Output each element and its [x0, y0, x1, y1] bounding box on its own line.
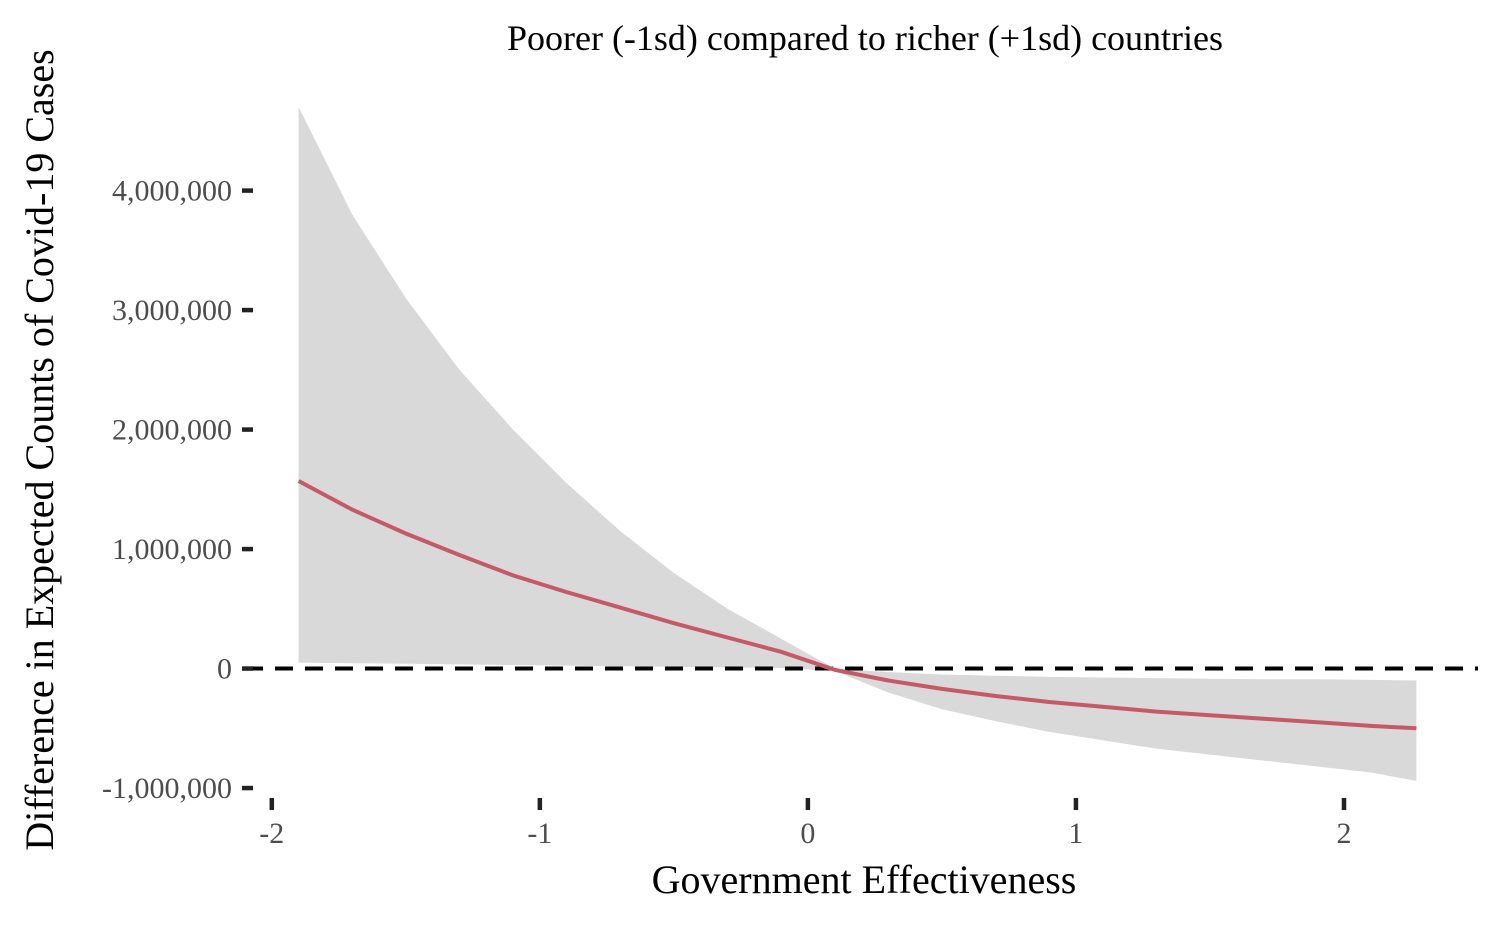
y-tick-label: 1,000,000	[112, 533, 232, 566]
x-tick-label: -2	[259, 817, 284, 850]
x-tick-label: 2	[1336, 817, 1351, 850]
x-tick-label: -1	[527, 817, 552, 850]
confidence-ribbon	[298, 106, 1417, 781]
y-axis-ticks: -1,000,000 0 1,000,000 2,000,000 3,000,000 4,…	[102, 175, 253, 805]
y-tick-label: 3,000,000	[112, 294, 232, 327]
x-axis-title: Government Effectiveness	[652, 857, 1077, 902]
chart-title: Poorer (-1sd) compared to richer (+1sd) …	[507, 18, 1223, 58]
y-tick-label: -1,000,000	[102, 772, 232, 805]
y-axis-title: Difference in Expected Counts of Covid-1…	[17, 49, 62, 850]
x-tick-label: 0	[800, 817, 815, 850]
x-tick-label: 1	[1068, 817, 1083, 850]
x-axis-ticks: -2 -1 0 1 2	[259, 798, 1351, 850]
y-tick-label: 2,000,000	[112, 414, 232, 447]
plot-area	[245, 106, 1478, 781]
y-tick-label: 4,000,000	[112, 175, 232, 208]
y-tick-label: 0	[217, 653, 232, 686]
effect-line	[297, 479, 1417, 731]
